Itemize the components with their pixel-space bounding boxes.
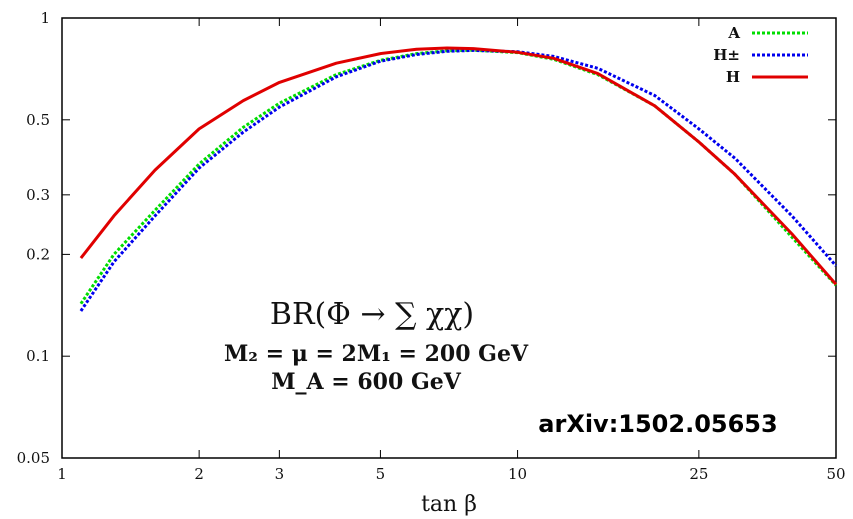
legend-label: H	[726, 68, 740, 86]
x-tick-label: 25	[689, 465, 708, 483]
ticks-layer: 1 2 3 5 10 25 50 0.05 0.1 0.2 0.3 0.5 1	[17, 9, 846, 483]
y-tick-label: 0.1	[26, 347, 50, 365]
x-tick-label: 1	[57, 465, 67, 483]
y-tick-label: 0.5	[26, 111, 50, 129]
x-tick-label: 2	[194, 465, 204, 483]
annotation-line-2: M_A = 600 GeV	[271, 369, 462, 395]
plot-frame	[61, 17, 837, 459]
x-tick-label: 50	[826, 465, 845, 483]
series-line-H	[79, 46, 838, 286]
series-layer	[79, 46, 838, 312]
x-tick-label: 3	[275, 465, 285, 483]
y-tick-label: 0.05	[17, 449, 50, 467]
x-tick-label: 10	[508, 465, 527, 483]
series-line-H±	[79, 48, 838, 312]
x-axis-label: tan β	[421, 492, 477, 517]
y-tick-label: 1	[40, 9, 50, 27]
legend: A H± H	[713, 24, 808, 86]
arxiv-source-label: arXiv:1502.05653	[538, 410, 777, 438]
y-tick-label: 0.2	[26, 245, 50, 263]
series-line-A	[79, 48, 838, 305]
legend-label: A	[727, 24, 740, 42]
y-tick-label: 0.3	[26, 186, 50, 204]
x-tick-label: 5	[376, 465, 386, 483]
annotation-line-1: M₂ = μ = 2M₁ = 200 GeV	[224, 341, 529, 367]
annotation-title: BR(Φ → ∑ χχ)	[270, 297, 474, 332]
legend-label: H±	[713, 46, 740, 64]
